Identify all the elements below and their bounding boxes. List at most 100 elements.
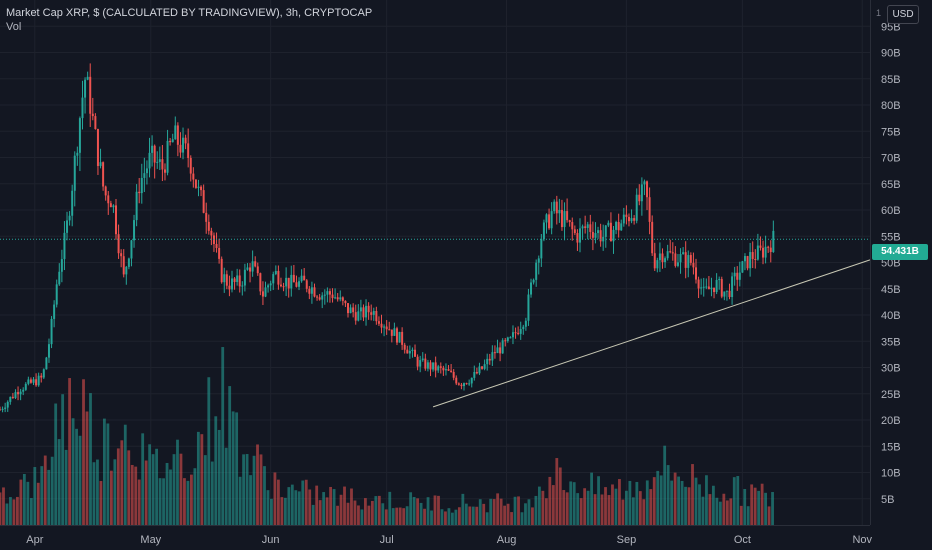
volume-bar	[92, 462, 96, 525]
volume-bar	[96, 459, 99, 525]
y-tick-label: 40B	[881, 310, 901, 322]
volume-bar	[200, 434, 204, 525]
candle-body	[298, 281, 301, 287]
candle-body	[687, 255, 690, 268]
candle-body	[1, 408, 4, 410]
candle-body	[380, 323, 383, 328]
volume-bar	[311, 504, 315, 525]
volume-bar	[753, 487, 757, 525]
candle-body	[388, 329, 391, 331]
candle-body	[305, 280, 308, 289]
candle-body	[220, 258, 223, 283]
candle-body	[122, 256, 125, 275]
candle-body	[762, 247, 765, 258]
volume-bar	[433, 495, 437, 525]
candle-body	[107, 195, 110, 204]
candle-body	[733, 272, 736, 277]
volume-bar	[33, 467, 37, 525]
volume-bar	[137, 479, 141, 525]
candle-body	[223, 274, 226, 283]
candle-body	[591, 231, 594, 238]
currency-button[interactable]: USD	[887, 5, 919, 24]
candle-body	[11, 396, 14, 398]
volume-bar	[43, 455, 47, 525]
candle-body	[633, 218, 636, 221]
volume-bar	[61, 394, 65, 525]
candle-body	[437, 366, 440, 371]
candle-body	[359, 307, 362, 312]
candle-body	[153, 145, 156, 163]
candle-body	[483, 364, 486, 369]
candle-body	[295, 282, 298, 287]
volume-bar	[193, 468, 197, 525]
candle-body	[282, 286, 285, 288]
candle-body	[215, 243, 218, 248]
candle-body	[279, 284, 282, 287]
candle-body	[635, 194, 638, 221]
volume-bar	[628, 480, 632, 525]
candle-body	[339, 297, 342, 300]
volume-bar	[663, 445, 667, 525]
volume-bar	[54, 403, 58, 525]
volume-bar	[764, 492, 767, 525]
candle-body	[566, 211, 569, 221]
candle-body	[9, 396, 12, 402]
candle-body	[254, 261, 257, 267]
y-tick-label: 15B	[881, 441, 901, 453]
candle-body	[367, 305, 370, 313]
candle-body	[99, 162, 102, 167]
volume-bar	[179, 453, 183, 525]
volume-bar	[120, 440, 124, 525]
volume-bar	[524, 503, 527, 525]
candle-body	[259, 273, 262, 292]
candle-body	[509, 337, 512, 339]
volume-bar	[618, 479, 621, 525]
volume-bar	[36, 482, 40, 525]
volume-bar	[40, 466, 44, 525]
volume-bar	[384, 509, 388, 525]
volume-bar	[158, 478, 162, 525]
volume-bar	[64, 449, 68, 525]
candle-body	[166, 140, 169, 173]
candle-body	[45, 357, 48, 370]
volume-bar	[294, 490, 298, 525]
volume-bar	[71, 418, 75, 525]
candle-body	[205, 212, 208, 222]
candle-body	[228, 285, 231, 290]
volume-bar	[283, 497, 287, 525]
candle-body	[736, 272, 739, 280]
candle-body	[527, 294, 530, 321]
volume-bar	[736, 476, 740, 525]
candle-body	[406, 349, 409, 354]
candle-body	[91, 113, 94, 117]
volume-bar	[398, 507, 402, 525]
candle-body	[130, 240, 133, 259]
candle-body	[176, 125, 179, 145]
candle-body	[594, 233, 597, 238]
volume-bar	[325, 497, 329, 525]
candle-body	[60, 259, 63, 272]
volume-bar	[12, 499, 16, 525]
candle-body	[589, 224, 592, 232]
candle-body	[308, 288, 311, 294]
candle-body	[646, 181, 649, 198]
volume-bar	[409, 492, 413, 525]
candle-body	[328, 291, 331, 295]
candle-body	[426, 362, 429, 369]
candle-body	[73, 155, 76, 191]
candle-body	[233, 278, 236, 283]
candle-body	[658, 253, 661, 261]
volume-bar	[332, 489, 336, 525]
volume-bar	[482, 503, 486, 525]
candle-body	[756, 245, 759, 260]
candle-body	[457, 383, 460, 385]
candle-body	[192, 173, 195, 180]
candle-body	[682, 252, 685, 255]
candle-body	[715, 279, 718, 293]
candle-body	[184, 137, 187, 144]
candle-body	[470, 377, 473, 384]
candle-body	[370, 312, 373, 315]
candle-body	[251, 261, 254, 272]
